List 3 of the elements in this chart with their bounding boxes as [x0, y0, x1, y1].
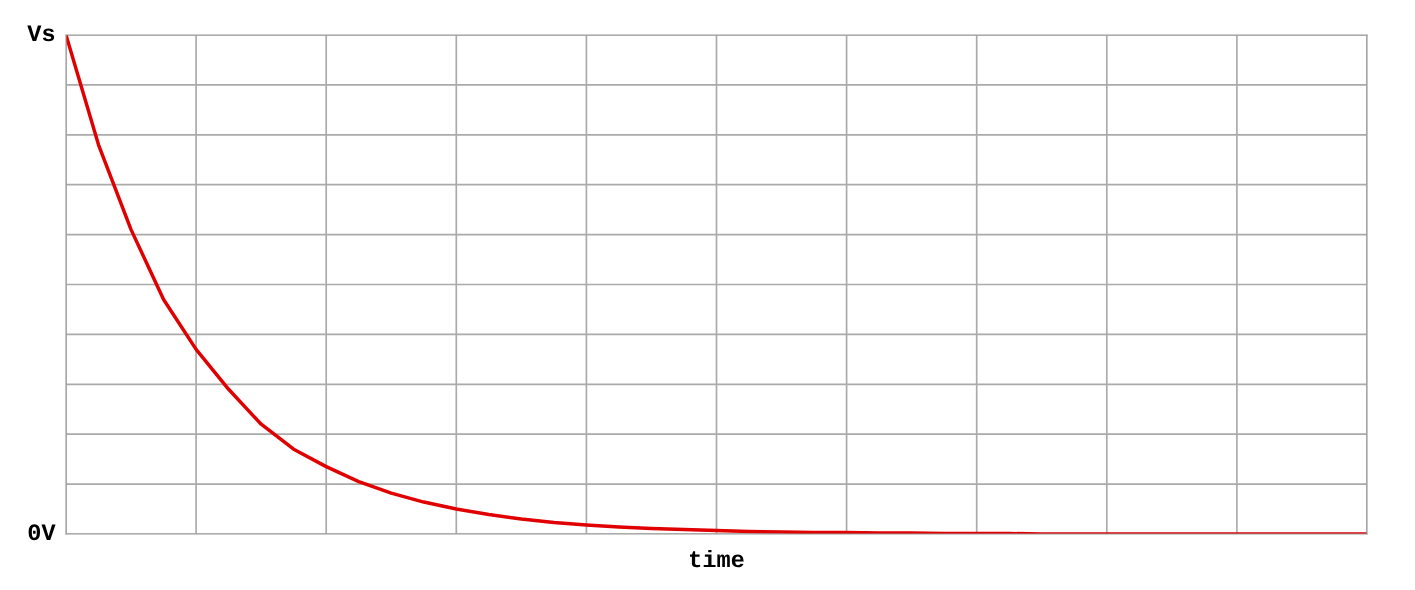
text: 0V: [28, 524, 56, 541]
text: Vs: [27, 25, 55, 42]
x-axis-title: time: [690, 549, 744, 568]
